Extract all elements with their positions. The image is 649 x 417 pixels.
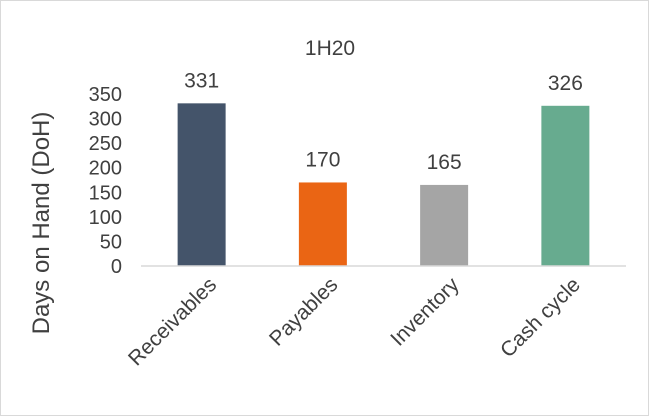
data-label: 331 [184, 69, 219, 92]
x-tick-label: Receivables [124, 273, 221, 370]
y-tick-label: 350 [89, 84, 122, 106]
data-label: 326 [548, 72, 583, 95]
bar [177, 103, 226, 266]
y-tick-label: 300 [89, 109, 122, 131]
data-label: 165 [427, 151, 462, 174]
data-labels: 331 170 165 326 [184, 69, 583, 174]
bar [541, 105, 590, 267]
y-tick-label: 0 [111, 256, 122, 278]
y-tick-label: 250 [89, 133, 122, 155]
bars [177, 103, 590, 267]
x-tick-label: Inventory [386, 273, 464, 351]
x-axis-labels: Receivables Payables Inventory Cash cycle [124, 273, 585, 371]
bar [420, 184, 469, 266]
data-label: 170 [305, 148, 340, 171]
y-tick-label: 100 [89, 207, 122, 229]
y-tick-label: 50 [100, 231, 122, 253]
y-tick-label: 200 [89, 158, 122, 180]
chart-title: 1H20 [305, 37, 355, 60]
x-tick-label: Cash cycle [496, 273, 585, 362]
x-tick-label: Payables [265, 273, 342, 350]
bar [298, 182, 347, 266]
y-axis-label: Days on Hand (DoH) [28, 112, 55, 335]
y-tick-label: 150 [89, 182, 122, 204]
